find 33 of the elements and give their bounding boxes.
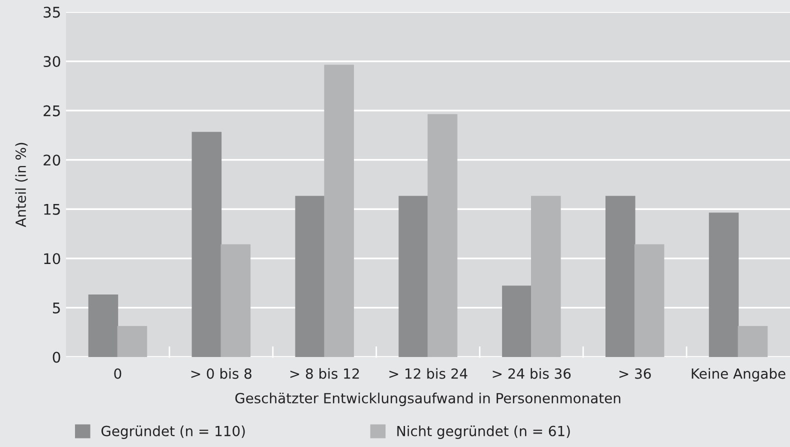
bar (295, 196, 325, 357)
bar (738, 326, 768, 357)
x-tick-label: > 0 bis 8 (191, 368, 252, 379)
y-tick-label: 25 (44, 105, 60, 116)
x-tick-label: Keine Angabe (692, 368, 786, 382)
y-tick-label: 20 (44, 154, 60, 166)
x-tick-label: > 12 bis 24 (389, 368, 468, 379)
y-tick-label: 0 (52, 352, 60, 363)
y-tick-label: 35 (44, 6, 60, 18)
y-axis-title: Anteil (in %) (15, 142, 28, 228)
x-tick-label: 0 (114, 368, 122, 379)
x-tick-label: > 8 bis 12 (290, 368, 359, 379)
bar (428, 114, 458, 357)
y-tick-label: 15 (44, 204, 60, 215)
bar (192, 132, 222, 357)
bar (220, 244, 251, 357)
x-axis-title: Geschätzter Entwicklungsaufwand in Personenmonaten (235, 392, 620, 406)
bar (502, 286, 532, 357)
bar (531, 196, 561, 357)
x-tick-label: > 24 bis 36 (492, 368, 571, 379)
bar (634, 244, 664, 357)
legend-label: Nicht gegründet (n = 61) (397, 426, 570, 439)
y-tick-label: 5 (52, 302, 60, 314)
legend-label: Gegründet (n = 110) (101, 426, 245, 439)
y-tick-label: 10 (44, 253, 60, 264)
bar (324, 64, 354, 357)
x-tick-label: > 36 (619, 368, 651, 379)
y-tick-label: 30 (44, 56, 60, 68)
bar (117, 326, 148, 357)
bar (398, 196, 428, 357)
bar (88, 294, 118, 357)
bar (708, 212, 739, 357)
bar (605, 196, 636, 357)
